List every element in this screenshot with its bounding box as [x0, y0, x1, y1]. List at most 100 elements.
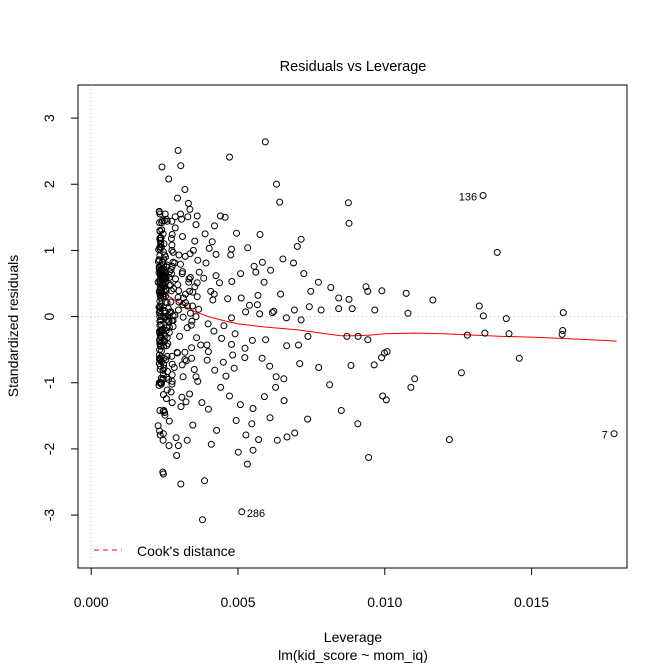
data-point: [411, 375, 419, 383]
data-point: [195, 305, 203, 313]
data-point: [159, 375, 167, 383]
data-point: [184, 302, 191, 310]
data-point: [168, 241, 176, 249]
data-point: [160, 338, 168, 346]
data-point: [156, 427, 164, 435]
data-point: [156, 340, 164, 348]
data-point: [272, 383, 280, 391]
data-point: [207, 287, 215, 295]
data-point: [191, 283, 199, 291]
data-point: [168, 352, 176, 360]
data-point: [159, 470, 167, 478]
data-point: [186, 250, 194, 258]
data-point: [156, 219, 164, 227]
data-point: [238, 508, 246, 516]
data-point: [156, 431, 164, 439]
data-point: [252, 268, 260, 276]
data-point: [185, 278, 193, 286]
data-point: [317, 306, 325, 314]
data-point: [216, 212, 224, 220]
data-point: [168, 231, 176, 238]
data-point: [228, 314, 235, 322]
data-point: [226, 392, 233, 400]
data-point: [201, 230, 209, 238]
data-point: [168, 371, 176, 379]
data-point: [177, 403, 185, 411]
data-point: [204, 405, 212, 413]
x-axis: 0.000 0.005 0.010 0.015: [74, 567, 549, 610]
data-point: [170, 285, 178, 293]
data-point: [195, 268, 203, 276]
data-point: [362, 283, 370, 291]
data-point: [158, 163, 166, 171]
data-point: [327, 284, 335, 291]
y-axis: -3 -2 -1 0 1 2 3: [41, 114, 79, 521]
data-point: [219, 358, 227, 366]
data-point: [227, 251, 235, 259]
data-point: [192, 373, 200, 381]
data-point: [315, 364, 323, 371]
data-point: [179, 301, 187, 309]
data-point: [167, 266, 175, 274]
data-point: [290, 259, 297, 267]
data-point: [233, 229, 240, 237]
data-point: [174, 293, 182, 301]
data-point: [262, 336, 270, 344]
data-point: [201, 477, 208, 485]
data-point: [211, 222, 218, 230]
data-point: [267, 266, 275, 274]
data-point: [182, 398, 190, 406]
data-point: [283, 433, 291, 441]
data-point: [156, 317, 164, 325]
data-point: [347, 362, 355, 369]
data-point: [157, 239, 165, 247]
data-point: [192, 313, 200, 321]
data-point: [160, 407, 168, 414]
data-point: [156, 292, 164, 300]
x-tick-label: 0.000: [74, 594, 109, 610]
data-point: [203, 356, 211, 364]
data-point: [429, 296, 437, 304]
data-point: [158, 219, 166, 227]
data-point: [184, 199, 192, 207]
data-point: [194, 377, 202, 385]
data-point: [193, 334, 201, 342]
data-point: [243, 460, 251, 468]
point-label: 286: [247, 508, 265, 520]
data-point: [515, 354, 523, 362]
data-point: [407, 383, 415, 391]
data-point: [203, 341, 211, 349]
data-point: [162, 215, 170, 223]
data-point: [402, 289, 410, 297]
data-point: [256, 310, 264, 318]
data-point: [168, 246, 176, 254]
data-point: [216, 279, 223, 287]
data-point: [209, 296, 217, 304]
data-point: [159, 391, 167, 399]
data-point: [276, 198, 284, 206]
data-point: [365, 454, 373, 461]
data-point: [179, 373, 187, 381]
data-point: [162, 274, 170, 282]
y-tick-label: 3: [41, 114, 57, 122]
data-point: [181, 186, 189, 193]
data-point: [237, 270, 245, 278]
data-point: [304, 415, 312, 423]
data-point: [168, 377, 176, 385]
data-point: [266, 414, 274, 422]
data-point: [178, 215, 186, 223]
data-point: [212, 272, 220, 280]
data-point: [304, 332, 312, 340]
data-point: [502, 315, 510, 323]
data-point: [249, 446, 257, 454]
data-point: [230, 364, 238, 372]
data-point: [260, 278, 268, 286]
data-point: [193, 293, 201, 301]
data-point: [273, 180, 280, 188]
data-point: [155, 351, 163, 359]
data-point: [186, 274, 194, 281]
data-point: [157, 316, 165, 324]
legend-label: Cook's distance: [137, 543, 236, 559]
data-point: [229, 351, 237, 359]
data-point: [158, 258, 166, 266]
